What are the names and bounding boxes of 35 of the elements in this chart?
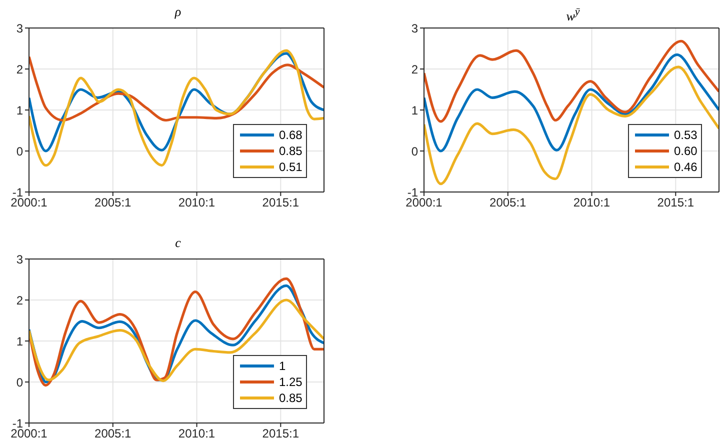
y-tick-label: 3: [16, 21, 24, 36]
x-tick-label: 2005:1: [490, 196, 527, 210]
x-tick-label: 2010:1: [178, 196, 216, 210]
x-tick-label: 2015:1: [657, 196, 694, 210]
legend-label: 0.46: [674, 160, 698, 174]
x-tick-label: 2005:1: [94, 196, 132, 210]
legend-label: 1.25: [279, 375, 302, 389]
x-tick-label: 2010:1: [178, 426, 216, 441]
y-tick-label: 0: [16, 144, 24, 158]
legend-label: 1: [279, 359, 286, 373]
y-tick-label: 3: [411, 21, 418, 36]
chart-title: ρ: [174, 3, 182, 21]
legend-label: 0.85: [279, 391, 302, 405]
x-tick-label: 2015:1: [262, 426, 300, 441]
chart-title: c: [174, 234, 182, 252]
y-tick-label: 1: [411, 103, 418, 118]
legend-label: 0.53: [674, 128, 698, 142]
line-series: [424, 40, 719, 123]
y-tick-label: 0: [16, 375, 24, 390]
y-tick-label: 1: [16, 103, 24, 118]
x-tick-label: 2010:1: [573, 196, 610, 210]
x-tick-label: 2005:1: [94, 426, 132, 441]
x-tick-label: 2015:1: [262, 196, 300, 210]
y-tick-label: 1: [16, 334, 24, 348]
y-tick-label: 0: [411, 144, 418, 158]
legend-label: 0.68: [279, 128, 302, 142]
y-tick-label: 2: [411, 62, 418, 76]
y-tick-label: 2: [16, 293, 24, 308]
legend-label: 0.51: [279, 160, 302, 174]
chart-title: w$^{ȳ}$: [565, 5, 581, 24]
legend-label: 0.85: [279, 144, 302, 158]
y-tick-label: 3: [16, 252, 24, 266]
y-tick-label: 2: [16, 62, 24, 76]
line-series: [424, 66, 719, 186]
legend-label: 0.60: [674, 144, 698, 158]
